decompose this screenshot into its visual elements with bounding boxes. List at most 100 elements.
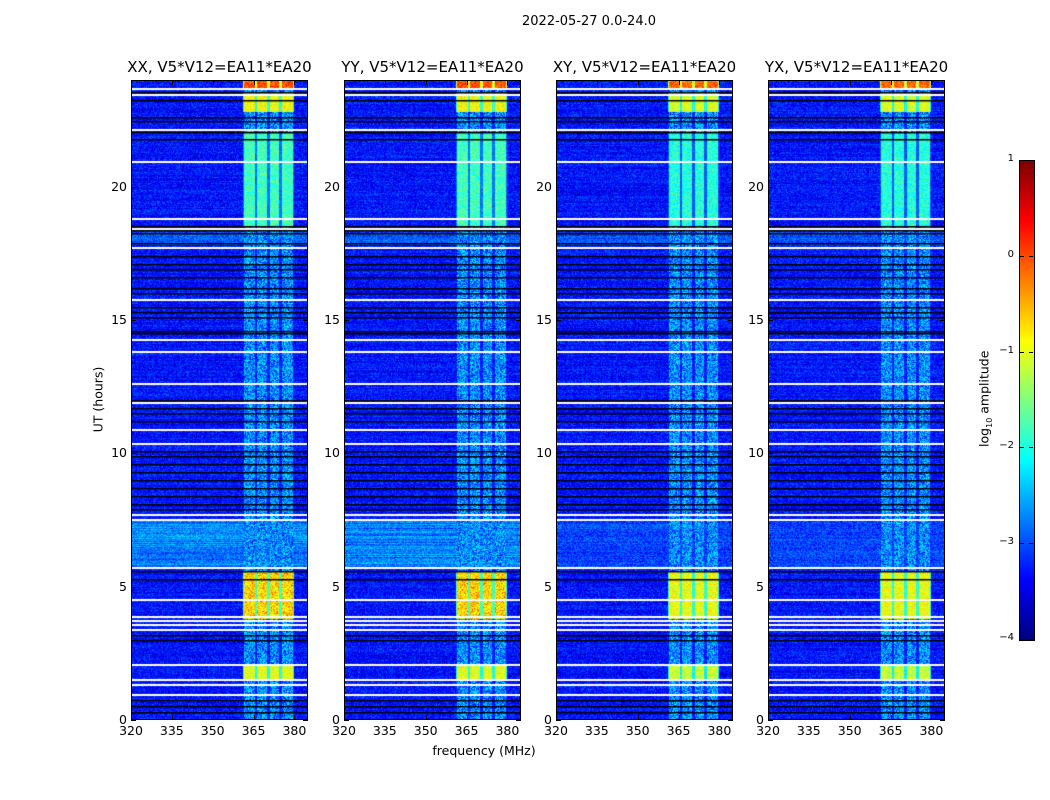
- y-tick: [344, 720, 349, 721]
- y-tick: [728, 320, 733, 321]
- x-tick: [344, 80, 345, 85]
- y-tick: [344, 320, 349, 321]
- x-tick: [344, 715, 345, 720]
- y-tick-label: 10: [748, 445, 764, 461]
- y-tick: [303, 586, 308, 588]
- x-tick: [637, 715, 639, 720]
- x-tick: [466, 80, 468, 85]
- y-tick: [768, 720, 773, 721]
- colorbar-label-rest: amplitude: [976, 350, 992, 418]
- x-tick-label: 320: [332, 723, 356, 738]
- y-tick: [131, 586, 136, 588]
- colorbar-tick: [1029, 351, 1033, 353]
- y-tick-label: 5: [544, 578, 552, 594]
- x-tick: [131, 715, 132, 720]
- colorbar-tick: [1029, 447, 1033, 449]
- x-tick: [890, 80, 892, 85]
- colorbar-tick: [1029, 160, 1033, 161]
- y-tick: [516, 586, 521, 588]
- y-tick: [768, 186, 773, 188]
- y-tick-label: 0: [119, 712, 127, 727]
- y-tick-label: 15: [536, 312, 552, 327]
- y-tick-label: 15: [324, 312, 340, 327]
- x-tick: [678, 80, 680, 85]
- heatmap-panel-xy: XY, V5*V12=EA11*EA20 320 335 350 365 380 0 5 10 1…: [536, 58, 736, 738]
- colorbar-label-sub: 10: [984, 417, 994, 428]
- y-tick: [344, 586, 349, 588]
- y-tick: [556, 453, 561, 455]
- x-tick-label: 350: [413, 723, 438, 738]
- x-tick: [556, 715, 557, 720]
- x-tick: [678, 715, 680, 720]
- x-tick: [768, 715, 769, 720]
- x-tick-label: 335: [159, 723, 184, 738]
- y-tick: [303, 320, 308, 321]
- x-tick: [596, 80, 598, 85]
- panel-title: YX, V5*V12=EA11*EA20: [764, 58, 949, 76]
- x-tick-label: 365: [666, 723, 691, 738]
- x-tick: [253, 715, 255, 720]
- axes-frame: [344, 80, 521, 720]
- heatmap-panel-xx: XX, V5*V12=EA11*EA20 320 335 350 365 380 0 5 10 1…: [111, 58, 312, 738]
- colorbar-tick: [1020, 447, 1024, 449]
- x-tick: [849, 715, 851, 720]
- x-tick: [384, 80, 386, 85]
- x-tick: [507, 715, 509, 720]
- y-tick: [728, 720, 733, 721]
- y-tick-label: 10: [536, 445, 552, 461]
- y-tick: [940, 453, 945, 455]
- x-tick-label: 365: [878, 723, 903, 738]
- y-tick-label: 10: [324, 445, 340, 461]
- x-tick: [808, 80, 810, 85]
- x-tick-label: 350: [625, 723, 650, 738]
- colorbar-tick-label: 0: [1007, 248, 1014, 260]
- x-tick-label: 380: [282, 723, 307, 738]
- colorbar-label-main: log: [976, 427, 992, 447]
- x-tick: [931, 715, 933, 720]
- y-tick: [131, 720, 136, 721]
- y-tick-label: 15: [111, 312, 127, 327]
- y-tick: [556, 586, 561, 588]
- y-tick-label: 0: [756, 712, 764, 727]
- heatmap-image: [768, 80, 945, 720]
- y-tick: [516, 720, 521, 721]
- y-tick: [940, 320, 945, 321]
- panel-title: XX, V5*V12=EA11*EA20: [127, 58, 312, 76]
- y-tick-label: 20: [324, 178, 340, 194]
- x-tick-label: 335: [372, 723, 397, 738]
- x-tick: [425, 715, 427, 720]
- x-tick: [384, 715, 386, 720]
- heatmap-image: [344, 80, 521, 720]
- x-tick-label: 380: [707, 723, 732, 738]
- x-tick-label: 365: [454, 723, 479, 738]
- y-tick-label: 20: [536, 178, 552, 194]
- colorbar-tick-label: −1: [999, 344, 1014, 356]
- y-tick: [768, 586, 773, 588]
- x-tick: [212, 80, 214, 85]
- panel-title: YY, V5*V12=EA11*EA20: [341, 58, 524, 76]
- y-tick: [303, 720, 308, 721]
- colorbar-tick: [1029, 543, 1033, 545]
- y-tick: [940, 586, 945, 588]
- x-tick: [171, 715, 173, 720]
- y-tick: [940, 186, 945, 188]
- x-tick: [294, 80, 296, 85]
- axes-frame: [556, 80, 733, 720]
- x-tick: [556, 80, 557, 85]
- y-tick: [556, 320, 561, 321]
- colorbar-tick: [1029, 255, 1033, 257]
- axes-frame: [131, 80, 308, 720]
- x-tick-label: 320: [756, 723, 780, 738]
- y-tick: [516, 186, 521, 188]
- y-tick: [768, 453, 773, 455]
- figure-title: 2022-05-27 0.0-24.0: [522, 14, 656, 29]
- colorbar-tick-label: 1: [1007, 153, 1014, 164]
- colorbar-tick: [1020, 543, 1024, 545]
- x-tick: [294, 715, 296, 720]
- y-tick: [556, 720, 561, 721]
- y-tick: [728, 453, 733, 455]
- x-tick: [808, 715, 810, 720]
- y-tick: [516, 320, 521, 321]
- x-tick-label: 380: [495, 723, 520, 738]
- y-tick-label: 0: [332, 712, 340, 727]
